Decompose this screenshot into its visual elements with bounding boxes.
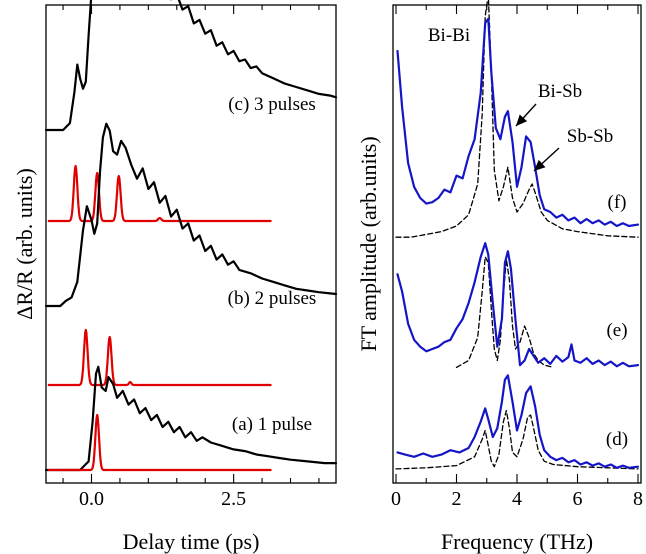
ft-spectrum-trace: [396, 242, 640, 368]
left-curves: [44, 0, 338, 472]
mode-annotations: Bi-Bi Bi-Sb Sb-Sb: [428, 25, 613, 172]
left-plot-frame: [45, 4, 337, 484]
ft-spectrum-trace: [396, 17, 640, 228]
left-panel-label: (a) 1 pulse: [232, 414, 312, 435]
right-x-ticks: 0 2 4 6 8: [391, 5, 643, 510]
right-panel-label: (d): [606, 429, 628, 450]
mode-annotation: Bi-Bi: [428, 25, 470, 46]
left-x-axis-label: Delay time (ps): [123, 529, 260, 554]
left-panel-label: (c) 3 pulses: [228, 94, 316, 115]
arrow-head: [534, 159, 546, 171]
right-tick-label: 0: [391, 488, 401, 510]
mode-annotation: Bi-Sb: [538, 81, 582, 102]
right-tick-label: 8: [633, 488, 643, 510]
right-panel-label: (e): [606, 320, 627, 341]
right-y-axis-label: FT amplitude (arb.units): [356, 136, 381, 351]
right-x-axis-label: Frequency (THz): [441, 529, 593, 554]
pump-pulse-trace: [47, 413, 272, 472]
pump-pulse-trace: [47, 164, 272, 223]
left-tick-label: 2.5: [221, 488, 246, 510]
mode-annotation: Sb-Sb: [567, 126, 613, 147]
reflectivity-trace: [44, 365, 338, 472]
right-panel-labels: (f) (e) (d): [606, 192, 628, 450]
right-tick-label: 6: [573, 488, 583, 510]
left-x-ticks: 0.0 2.5: [62, 5, 320, 510]
model-fit-trace: [395, 409, 639, 470]
reflectivity-trace: [44, 122, 338, 308]
right-plot-frame: [392, 4, 642, 484]
right-curves: [395, 0, 640, 470]
left-panel-label: (b) 2 pulses: [228, 288, 317, 309]
left-y-axis-label: ΔR/R (arb. units): [12, 168, 37, 320]
right-tick-label: 4: [512, 488, 522, 510]
model-fit-trace: [395, 0, 639, 238]
left-tick-label: 0.0: [79, 488, 104, 510]
reflectivity-trace: [44, 0, 338, 132]
right-panel-label: (f): [608, 192, 627, 213]
arrow-head: [516, 114, 528, 126]
right-panel-fourier: 0 2 4 6 8 (f) (e) (d) Bi-Bi Bi-Sb Sb-Sb Frequenc…: [356, 0, 643, 554]
right-tick-label: 2: [452, 488, 462, 510]
pump-pulse-trace: [47, 328, 272, 387]
left-panel-reflectivity: 0.0 2.5 (c) 3 pulses (b) 2 pulses (a) 1 pul…: [12, 0, 338, 554]
left-panel-labels: (c) 3 pulses (b) 2 pulses (a) 1 pulse: [228, 94, 317, 435]
ft-spectrum-trace: [396, 374, 640, 469]
